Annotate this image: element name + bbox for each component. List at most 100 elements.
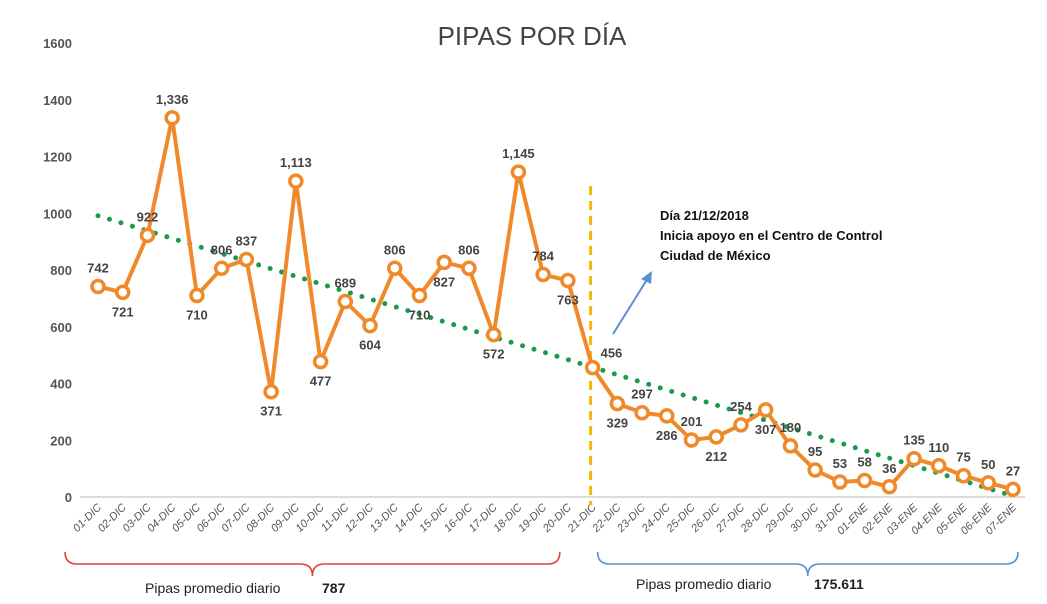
data-point xyxy=(832,474,848,490)
data-point xyxy=(164,110,180,126)
period-2-value: 175.611 xyxy=(814,576,864,592)
y-tick-label: 1400 xyxy=(43,93,72,108)
data-point xyxy=(856,472,873,489)
period-brackets xyxy=(64,551,1019,577)
data-point xyxy=(436,254,452,271)
data-point xyxy=(560,272,576,289)
data-label: 135 xyxy=(903,433,925,448)
data-point xyxy=(114,284,131,301)
data-label: 371 xyxy=(260,404,282,419)
data-point xyxy=(288,173,304,189)
data-point xyxy=(683,432,700,448)
y-axis: 0 200 400 600 800 1000 1200 1400 1600 xyxy=(43,36,72,505)
data-label: 36 xyxy=(882,461,896,476)
data-point xyxy=(411,287,428,304)
annotation: Día 21/12/2018 Inicia apoyo en el Centro… xyxy=(612,208,882,335)
data-label: 58 xyxy=(857,455,871,470)
data-point xyxy=(139,227,156,244)
data-label: 286 xyxy=(656,428,678,443)
data-point xyxy=(337,293,354,310)
y-tick-label: 600 xyxy=(50,320,72,335)
y-tick-label: 400 xyxy=(50,377,72,392)
data-label: 180 xyxy=(780,420,802,435)
trendline-group xyxy=(95,213,1016,499)
data-point xyxy=(90,278,106,295)
data-point xyxy=(535,266,551,283)
data-label: 1,145 xyxy=(502,146,535,161)
data-label: 763 xyxy=(557,292,579,307)
data-label: 806 xyxy=(458,242,480,257)
data-point xyxy=(980,475,997,491)
data-label: 689 xyxy=(334,275,356,290)
data-label: 572 xyxy=(483,347,505,362)
y-tick-label: 0 xyxy=(65,490,72,505)
data-point xyxy=(510,164,527,180)
y-tick-label: 200 xyxy=(50,433,72,448)
data-point xyxy=(659,408,675,424)
data-label: 53 xyxy=(833,456,847,471)
data-label: 329 xyxy=(606,416,628,431)
data-point xyxy=(708,429,724,445)
data-point xyxy=(485,326,502,343)
data-label: 806 xyxy=(384,242,406,257)
data-point xyxy=(362,317,378,334)
data-label: 1,336 xyxy=(156,92,189,107)
series-line xyxy=(97,115,1014,492)
period-bracket xyxy=(596,551,1019,577)
data-point xyxy=(238,251,255,268)
data-label: 710 xyxy=(409,308,431,323)
data-point xyxy=(584,359,601,376)
period-1-value: 787 xyxy=(322,580,346,596)
data-label: 710 xyxy=(186,308,208,323)
data-point xyxy=(931,458,947,474)
data-label: 27 xyxy=(1006,463,1020,478)
data-label: 456 xyxy=(601,346,623,361)
data-label: 212 xyxy=(705,449,727,464)
data-label: 297 xyxy=(631,387,653,402)
data-label: 922 xyxy=(137,209,159,224)
data-point xyxy=(634,404,650,421)
data-point xyxy=(906,450,922,467)
annotation-arrow xyxy=(612,277,649,335)
data-label: 806 xyxy=(211,242,233,257)
data-point xyxy=(213,260,230,277)
data-label: 50 xyxy=(981,457,995,472)
annotation-line: Ciudad de México xyxy=(660,248,771,263)
data-point xyxy=(733,417,749,433)
period-2-label: Pipas promedio diario xyxy=(636,576,772,592)
x-axis: 01-DIC02-DIC03-DIC04-DIC05-DIC06-DIC07-D… xyxy=(71,501,1020,537)
data-point xyxy=(757,402,774,418)
data-points xyxy=(90,110,1021,498)
data-label: 784 xyxy=(532,249,554,264)
data-label: 742 xyxy=(87,260,109,275)
chart-title: PIPAS POR DÍA xyxy=(438,21,627,51)
data-point xyxy=(881,479,898,495)
data-point xyxy=(955,467,972,484)
arrow-head-icon xyxy=(641,271,652,284)
data-point xyxy=(312,353,329,370)
data-point xyxy=(1005,481,1021,498)
data-label: 837 xyxy=(236,234,258,249)
data-label: 95 xyxy=(808,444,822,459)
y-tick-label: 1000 xyxy=(43,206,72,221)
data-point xyxy=(609,395,626,412)
data-point xyxy=(387,260,403,277)
y-tick-label: 1200 xyxy=(43,150,72,165)
data-label: 604 xyxy=(359,338,381,353)
y-tick-label: 800 xyxy=(50,263,72,278)
data-point xyxy=(461,260,477,277)
data-labels: 7427219221,3367108068373711,113477689604… xyxy=(87,92,1020,478)
data-label: 721 xyxy=(112,304,134,319)
data-point xyxy=(263,383,279,400)
period-1-label: Pipas promedio diario xyxy=(145,580,281,596)
data-point xyxy=(807,462,823,478)
annotation-line: Día 21/12/2018 xyxy=(660,208,749,223)
data-label: 477 xyxy=(310,374,332,389)
y-tick-label: 1600 xyxy=(43,36,72,51)
data-label: 827 xyxy=(433,274,455,289)
trendline xyxy=(95,213,1016,499)
data-label: 201 xyxy=(681,414,703,429)
data-point xyxy=(189,287,205,304)
data-label: 1,113 xyxy=(280,155,312,170)
